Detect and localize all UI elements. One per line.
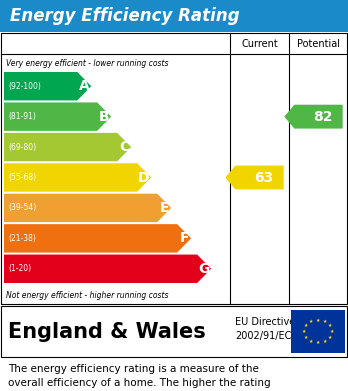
Text: Current: Current	[241, 39, 278, 49]
Polygon shape	[4, 255, 211, 283]
Polygon shape	[4, 72, 91, 100]
Text: 82: 82	[313, 109, 332, 124]
Text: ★: ★	[303, 335, 308, 340]
Text: ★: ★	[328, 335, 332, 340]
Text: (81-91): (81-91)	[8, 112, 36, 121]
Text: (39-54): (39-54)	[8, 203, 36, 212]
Text: ★: ★	[316, 318, 320, 323]
Text: Energy Efficiency Rating: Energy Efficiency Rating	[10, 7, 240, 25]
Text: A: A	[79, 79, 89, 93]
Text: ★: ★	[309, 319, 313, 324]
Text: ★: ★	[330, 329, 334, 334]
Text: ★: ★	[328, 323, 332, 328]
Text: ★: ★	[323, 339, 327, 344]
Text: F: F	[180, 231, 189, 246]
Text: (1-20): (1-20)	[8, 264, 31, 273]
Text: B: B	[98, 109, 109, 124]
Polygon shape	[284, 105, 343, 129]
Text: ★: ★	[302, 329, 306, 334]
Text: D: D	[138, 170, 149, 185]
Text: (92-100): (92-100)	[8, 82, 41, 91]
Text: (69-80): (69-80)	[8, 143, 36, 152]
Text: The energy efficiency rating is a measure of the
overall efficiency of a home. T: The energy efficiency rating is a measur…	[8, 364, 271, 391]
Bar	[1, 33, 347, 304]
Text: Very energy efficient - lower running costs: Very energy efficient - lower running co…	[6, 59, 168, 68]
Text: England & Wales: England & Wales	[8, 321, 206, 341]
Text: Not energy efficient - higher running costs: Not energy efficient - higher running co…	[6, 291, 168, 300]
Text: 2002/91/EC: 2002/91/EC	[235, 331, 291, 341]
Polygon shape	[4, 224, 191, 253]
Bar	[0, 0, 348, 32]
Polygon shape	[4, 163, 151, 192]
Text: ★: ★	[303, 323, 308, 328]
Text: Potential: Potential	[297, 39, 340, 49]
Text: ★: ★	[316, 340, 320, 345]
Text: EU Directive: EU Directive	[235, 317, 295, 327]
Polygon shape	[4, 102, 111, 131]
Text: G: G	[198, 262, 209, 276]
Text: (21-38): (21-38)	[8, 234, 36, 243]
Bar	[1, 306, 347, 357]
Text: ★: ★	[323, 319, 327, 324]
Polygon shape	[4, 133, 131, 161]
Text: ★: ★	[309, 339, 313, 344]
Text: C: C	[119, 140, 129, 154]
Polygon shape	[225, 165, 284, 190]
Text: (55-68): (55-68)	[8, 173, 36, 182]
Text: 63: 63	[254, 170, 273, 185]
Polygon shape	[4, 194, 171, 222]
Bar	[291, 310, 345, 353]
Text: E: E	[160, 201, 169, 215]
